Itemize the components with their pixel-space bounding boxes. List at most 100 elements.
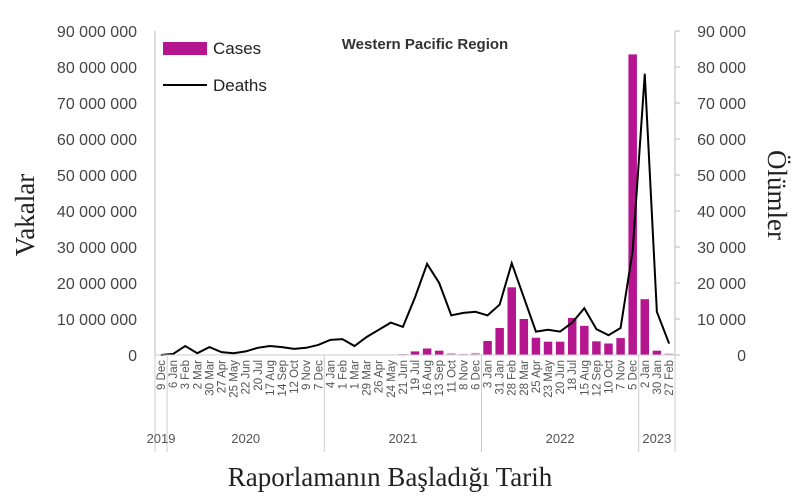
y-tick-label: 40 000 000	[57, 204, 137, 221]
x-tick-label: 4 Jan	[325, 360, 337, 388]
deaths-point	[462, 312, 465, 314]
x-tick-label: 9 Nov	[301, 360, 313, 390]
x-tick-label: 24 May	[386, 360, 398, 398]
x-tick-label: 9 Dec	[156, 360, 168, 390]
y2-tick-label: 10 000	[697, 312, 746, 329]
x-tick-label: 13 Sep	[434, 360, 446, 396]
y2-tick-label: 80 000	[697, 60, 746, 77]
x-axis-title: Raporlamanın Başladığı Tarih	[228, 462, 553, 492]
x-tick-label: 28 Mar	[519, 360, 531, 396]
deaths-line	[160, 74, 670, 356]
deaths-point	[172, 353, 174, 355]
deaths-point	[559, 330, 561, 333]
x-tick-label: 29 Mar	[362, 360, 374, 396]
cases-bar	[422, 348, 432, 355]
deaths-point	[293, 348, 295, 350]
deaths-point	[305, 347, 307, 349]
x-tick-label: 7 Nov	[616, 360, 628, 390]
x-tick-label: 5 Dec	[628, 360, 640, 390]
year-label: 2022	[546, 431, 575, 446]
cases-bar	[640, 299, 650, 355]
x-tick-label: 27 Apr	[217, 360, 229, 393]
year-label: 2021	[388, 431, 417, 446]
x-tick-label: 28 Feb	[507, 360, 519, 396]
deaths-point	[668, 342, 670, 344]
deaths-point	[474, 311, 477, 313]
deaths-point	[220, 351, 223, 353]
deaths-point	[329, 339, 332, 341]
cases-bar	[652, 350, 662, 355]
deaths-point	[510, 262, 513, 265]
year-label: 2023	[642, 431, 671, 446]
deaths-point	[256, 347, 259, 349]
deaths-point	[607, 334, 610, 337]
x-tick-label: 30 Mar	[204, 360, 216, 396]
y2-tick-label: 50 000	[697, 168, 746, 185]
chart-title: Western Pacific Region	[342, 36, 508, 53]
y2-tick-label: 60 000	[697, 132, 746, 149]
cases-bar	[604, 343, 613, 355]
x-tick-label: 17 Aug	[265, 360, 277, 396]
x-tick-label: 20 Jun	[555, 360, 567, 395]
x-tick-label: 14 Sep	[277, 360, 289, 396]
y2-tick-label: 70 000	[697, 96, 746, 113]
cases-bar	[567, 317, 577, 355]
x-tick-label: 3 Jan	[483, 360, 495, 388]
x-tick-label: 22 Jun	[241, 360, 253, 395]
deaths-point	[571, 321, 574, 324]
y-tick-label: 70 000 000	[57, 96, 137, 113]
cases-bar	[628, 54, 637, 356]
x-tick-label: 11 Oct	[446, 359, 458, 393]
deaths-point	[353, 345, 356, 347]
y-tick-label: 20 000 000	[57, 276, 137, 293]
deaths-point	[523, 296, 525, 299]
cases-bar	[531, 337, 541, 355]
cases-bar	[519, 319, 529, 355]
y2-tick-label: 90 000	[697, 24, 746, 41]
x-tick-label: 30 Jan	[652, 360, 664, 395]
x-tick-label: 25 May	[229, 360, 241, 398]
deaths-point	[208, 346, 211, 348]
y-tick-label: 30 000 000	[57, 240, 137, 257]
deaths-point	[281, 346, 283, 348]
deaths-point	[402, 326, 404, 328]
legend-cases-label: Cases	[213, 39, 261, 58]
x-tick-label: 21 Jun	[398, 360, 410, 395]
y-tick-label: 80 000 000	[57, 60, 137, 77]
y-tick-label: 50 000 000	[57, 168, 137, 185]
x-tick-label: 15 Aug	[579, 360, 591, 396]
cases-bar	[495, 328, 504, 355]
deaths-point	[184, 345, 187, 347]
deaths-point	[595, 328, 598, 330]
deaths-point	[643, 73, 646, 75]
x-tick-label: 27 Feb	[664, 360, 676, 396]
x-tick-label: 1 Mar	[350, 360, 362, 390]
deaths-point	[438, 282, 440, 284]
y-axis-title: Vakalar	[10, 174, 40, 256]
legend-cases-swatch	[163, 42, 207, 55]
y2-tick-label: 40 000	[697, 204, 746, 221]
y2-tick-label: 0	[737, 348, 746, 365]
cases-bar	[580, 325, 589, 355]
x-tick-label: 25 Apr	[531, 360, 543, 393]
deaths-point	[196, 352, 199, 355]
deaths-point	[583, 307, 586, 310]
x-tick-label: 16 Aug	[422, 360, 434, 396]
y2-axis-title: Ölümler	[762, 150, 792, 240]
x-tick-label: 23 May	[543, 360, 555, 398]
deaths-point	[232, 352, 235, 355]
y-tick-label: 60 000 000	[57, 132, 137, 149]
deaths-point	[377, 329, 380, 331]
cases-bar	[483, 340, 492, 355]
cases-bar	[592, 341, 601, 355]
deaths-point	[317, 344, 320, 346]
deaths-point	[547, 329, 549, 331]
cases-bar	[410, 351, 420, 355]
x-tick-label: 1 Feb	[337, 360, 349, 389]
deaths-point	[414, 296, 416, 299]
cases-bar	[459, 353, 468, 355]
y-tick-label: 0	[128, 348, 137, 365]
deaths-point	[486, 314, 489, 317]
